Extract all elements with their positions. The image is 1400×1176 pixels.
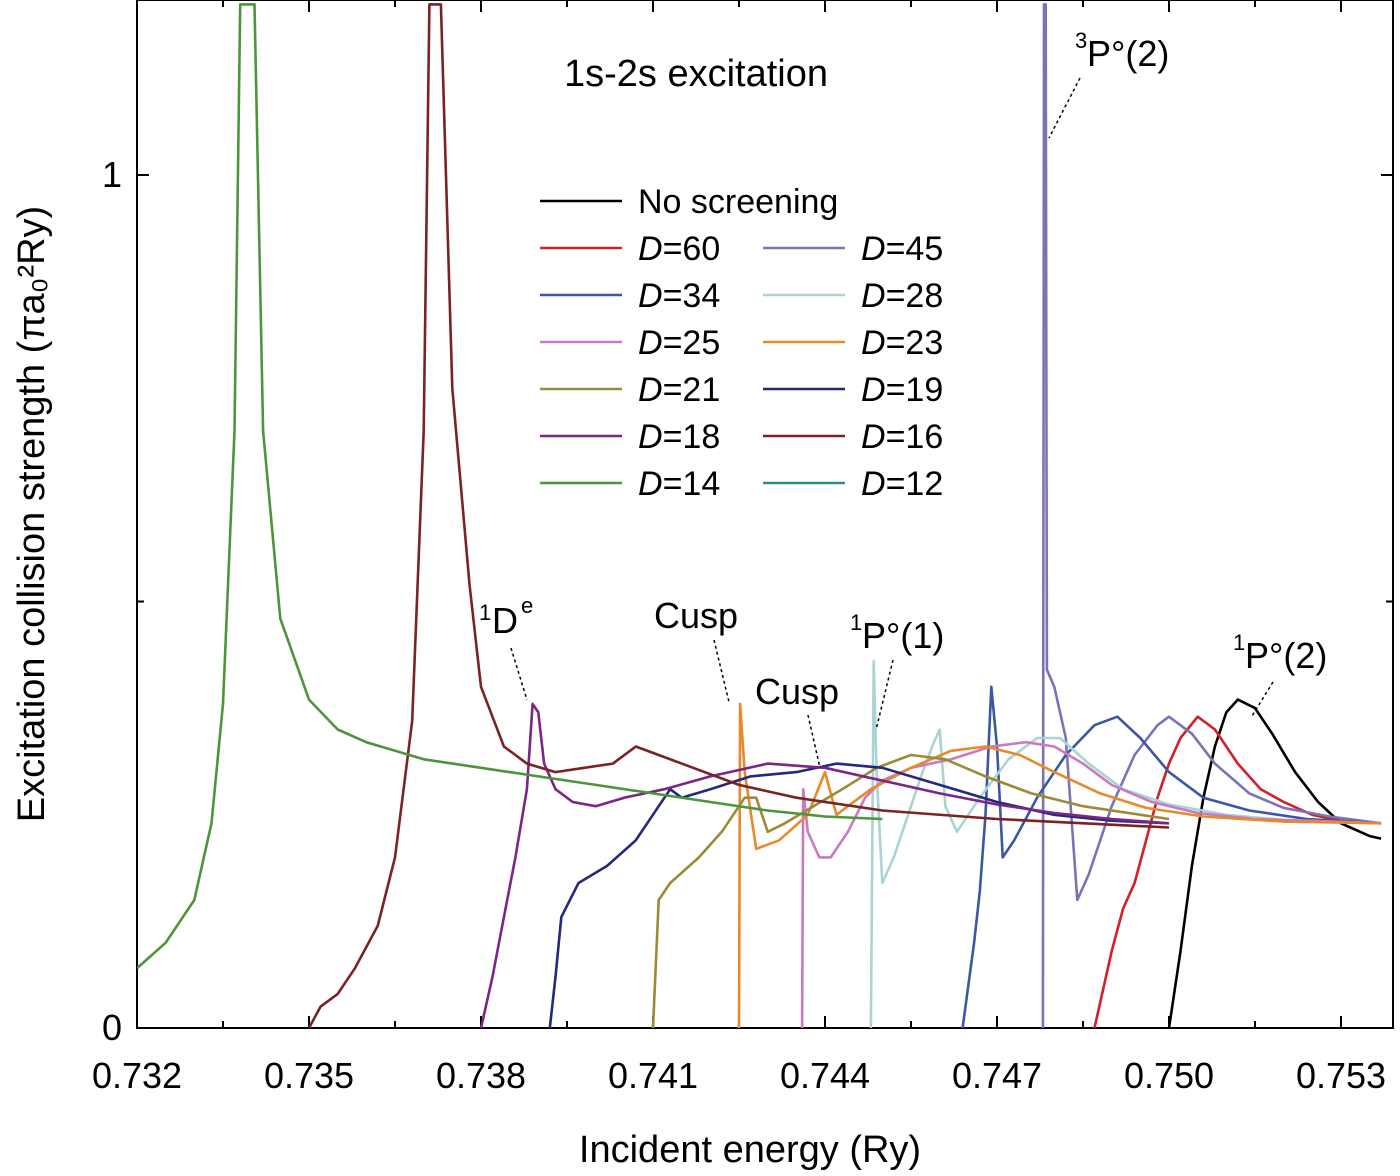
- plot-frame: [136, 0, 1394, 1029]
- y-tick-label: 1: [102, 154, 122, 195]
- svg-text:Cusp: Cusp: [755, 671, 839, 712]
- series-line-5: [800, 740, 1382, 1028]
- y-tick-label: 0: [102, 1007, 122, 1048]
- legend-label: D=25: [638, 324, 720, 362]
- x-tick-label: 0.750: [1124, 1055, 1214, 1096]
- svg-text:1: 1: [850, 610, 862, 635]
- x-axis-title: Incident energy (Ry): [579, 1129, 921, 1171]
- series-line-11: [137, 3, 883, 970]
- legend-label: D=12: [861, 465, 943, 503]
- annotation-1P2: 1 P°(2): [1233, 630, 1327, 717]
- series-layer: [137, 3, 1382, 1028]
- series-line-2: [1041, 3, 1382, 1028]
- legend-label: No screening: [638, 183, 838, 221]
- svg-text:1: 1: [479, 600, 491, 625]
- svg-text:3: 3: [1075, 28, 1087, 53]
- svg-text:Cusp: Cusp: [654, 595, 738, 636]
- legend-label: D=23: [861, 324, 943, 362]
- series-line-1: [1093, 715, 1382, 1028]
- x-tick-label: 0.753: [1296, 1055, 1386, 1096]
- svg-text:D: D: [492, 600, 518, 641]
- x-tick-label: 0.732: [92, 1055, 182, 1096]
- legend-label: D=60: [638, 230, 720, 268]
- legend-label: D=16: [861, 418, 943, 456]
- annotation-cusp-1: Cusp: [654, 595, 738, 703]
- legend-label: D=45: [861, 230, 943, 268]
- x-tick-label: 0.741: [608, 1055, 698, 1096]
- legend-label: D=21: [638, 371, 720, 409]
- legend-label: D=18: [638, 418, 720, 456]
- axis-ticks: 0.732 0.735 0.738 0.741 0.744 0.747 0.750 0.753…: [92, 0, 1393, 1096]
- series-line-10: [307, 3, 1170, 1028]
- x-tick-label: 0.744: [780, 1055, 870, 1096]
- x-tick-label: 0.738: [436, 1055, 526, 1096]
- series-line-7: [651, 753, 1170, 1028]
- series-line-6: [737, 702, 1382, 1028]
- annotation-cusp-2: Cusp: [755, 671, 839, 769]
- svg-text:P°(2): P°(2): [1087, 33, 1169, 74]
- series-line-0: [1167, 698, 1382, 1028]
- annotations: 1 D e Cusp Cusp 1 P°(1) 3 P°(2) 1 P°(2): [479, 28, 1327, 769]
- legend-label: D=19: [861, 371, 943, 409]
- series-line-4: [869, 659, 1382, 1028]
- series-line-8: [548, 762, 1170, 1028]
- legend: No screening D=60 D=45 D=34 D=28 D=25 D=23 D=21…: [540, 183, 943, 503]
- svg-text:1: 1: [1233, 630, 1245, 655]
- annotation-1De: 1 D e: [479, 593, 533, 701]
- series-line-3: [961, 685, 1382, 1028]
- x-tick-label: 0.747: [952, 1055, 1042, 1096]
- annotation-3P2: 3 P°(2): [1048, 28, 1169, 139]
- annotation-1P1: 1 P°(1): [850, 610, 944, 731]
- svg-text:P°(1): P°(1): [862, 615, 944, 656]
- series-line-9: [479, 702, 1170, 1028]
- y-axis-title: Excitation collision strength (πa₀²Ry): [11, 206, 53, 822]
- svg-text:e: e: [521, 593, 533, 618]
- chart-title: 1s-2s excitation: [564, 53, 828, 95]
- legend-label: D=34: [638, 277, 720, 315]
- svg-text:P°(2): P°(2): [1245, 635, 1327, 676]
- x-tick-label: 0.735: [264, 1055, 354, 1096]
- legend-label: D=14: [638, 465, 720, 503]
- legend-label: D=28: [861, 277, 943, 315]
